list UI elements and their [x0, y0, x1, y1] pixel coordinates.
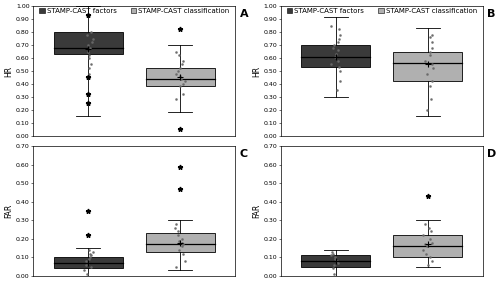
Text: B: B	[487, 9, 496, 19]
Y-axis label: HR: HR	[252, 65, 261, 76]
FancyBboxPatch shape	[394, 235, 462, 257]
Y-axis label: HR: HR	[4, 65, 13, 76]
FancyBboxPatch shape	[302, 45, 370, 67]
Text: A: A	[240, 9, 248, 19]
Legend: STAMP-CAST factors, STAMP-CAST classification: STAMP-CAST factors, STAMP-CAST classific…	[38, 7, 230, 14]
Text: D: D	[487, 149, 496, 159]
FancyBboxPatch shape	[394, 52, 462, 81]
FancyBboxPatch shape	[146, 233, 215, 252]
Y-axis label: FAR: FAR	[252, 204, 261, 218]
FancyBboxPatch shape	[146, 68, 215, 87]
FancyBboxPatch shape	[54, 257, 123, 269]
Text: C: C	[240, 149, 248, 159]
FancyBboxPatch shape	[54, 32, 123, 54]
Y-axis label: FAR: FAR	[4, 204, 13, 218]
Legend: STAMP-CAST factors, STAMP-CAST classification: STAMP-CAST factors, STAMP-CAST classific…	[286, 7, 478, 14]
FancyBboxPatch shape	[302, 256, 370, 267]
